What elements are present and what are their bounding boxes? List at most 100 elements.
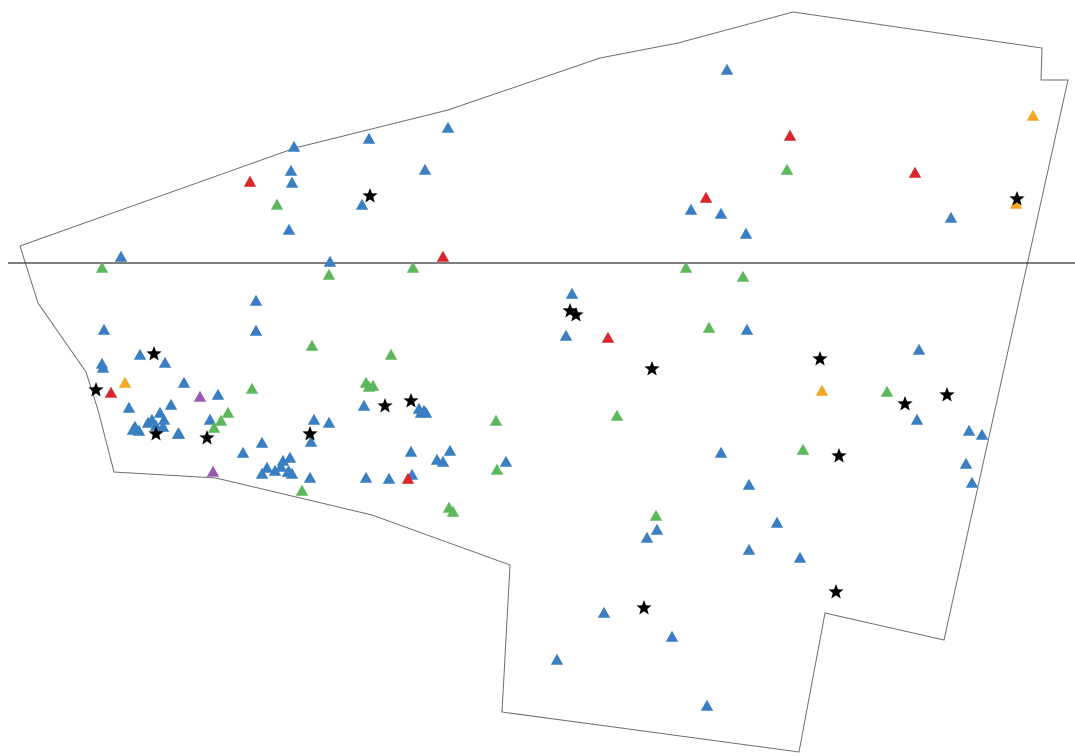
- star-marker: [939, 387, 955, 402]
- red-triangle-marker: [401, 472, 415, 484]
- green-triangle-marker: [95, 261, 109, 273]
- blue-triangle-marker: [287, 140, 301, 152]
- blue-triangle-marker: [910, 413, 924, 425]
- blue-triangle-marker: [303, 471, 317, 483]
- star-marker: [88, 382, 104, 397]
- blue-triangle-marker: [965, 476, 979, 488]
- blue-triangle-marker: [443, 444, 457, 456]
- blue-triangle-marker: [739, 227, 753, 239]
- blue-triangle-marker: [323, 255, 337, 267]
- blue-triangle-marker: [770, 516, 784, 528]
- blue-triangle-marker: [640, 531, 654, 543]
- green-triangle-marker: [490, 463, 504, 475]
- blue-triangle-marker: [959, 457, 973, 469]
- green-triangle-marker: [702, 321, 716, 333]
- purple-triangle-marker: [193, 390, 207, 402]
- green-triangle-marker: [305, 339, 319, 351]
- orange-triangle-marker: [1009, 197, 1023, 209]
- blue-triangle-marker: [284, 164, 298, 176]
- green-triangle-marker: [679, 261, 693, 273]
- blue-triangle-marker: [282, 223, 296, 235]
- blue-triangle-marker: [153, 406, 167, 418]
- blue-triangle-marker: [255, 436, 269, 448]
- star-marker: [146, 346, 162, 361]
- blue-triangle-marker: [565, 287, 579, 299]
- blue-triangle-marker: [720, 63, 734, 75]
- blue-triangle-marker: [282, 465, 296, 477]
- green-triangle-marker: [610, 409, 624, 421]
- blue-triangle-marker: [236, 446, 250, 458]
- blue-triangle-marker: [382, 472, 396, 484]
- star-marker: [199, 430, 215, 445]
- blue-triangle-marker: [249, 324, 263, 336]
- green-triangle-marker: [780, 163, 794, 175]
- star-marker: [362, 188, 378, 203]
- star-marker: [377, 398, 393, 413]
- blue-triangle-marker: [441, 121, 455, 133]
- blue-triangle-marker: [404, 445, 418, 457]
- blue-triangle-marker: [322, 416, 336, 428]
- green-triangle-marker: [446, 505, 460, 517]
- blue-triangle-marker: [912, 343, 926, 355]
- blue-triangle-marker: [274, 460, 288, 472]
- blue-triangle-marker: [171, 427, 185, 439]
- star-marker: [636, 600, 652, 615]
- blue-triangle-marker: [359, 471, 373, 483]
- star-marker: [828, 584, 844, 599]
- blue-triangle-marker: [255, 467, 269, 479]
- blue-triangle-marker: [742, 543, 756, 555]
- green-triangle-marker: [384, 348, 398, 360]
- green-triangle-marker: [796, 443, 810, 455]
- blue-triangle-marker: [141, 416, 155, 428]
- blue-triangle-marker: [975, 428, 989, 440]
- blue-triangle-marker: [304, 435, 318, 447]
- green-triangle-marker: [406, 261, 420, 273]
- blue-triangle-marker: [96, 361, 110, 373]
- green-triangle-marker: [245, 382, 259, 394]
- blue-triangle-marker: [158, 356, 172, 368]
- blue-triangle-marker: [268, 464, 282, 476]
- blue-triangle-marker: [559, 329, 573, 341]
- green-triangle-marker: [489, 414, 503, 426]
- blue-triangle-marker: [97, 323, 111, 335]
- blue-triangle-marker: [355, 198, 369, 210]
- green-triangle-marker: [207, 421, 221, 433]
- blue-triangle-marker: [550, 653, 564, 665]
- star-marker: [148, 426, 164, 441]
- blue-triangle-marker: [714, 207, 728, 219]
- red-triangle-marker: [104, 386, 118, 398]
- green-triangle-marker: [221, 406, 235, 418]
- blue-triangle-marker: [132, 424, 146, 436]
- blue-triangle-marker: [133, 348, 147, 360]
- green-triangle-marker: [322, 268, 336, 280]
- blue-triangle-marker: [793, 551, 807, 563]
- blue-triangle-marker: [499, 455, 513, 467]
- orange-triangle-marker: [815, 384, 829, 396]
- red-triangle-marker: [601, 331, 615, 343]
- blue-triangle-marker: [307, 413, 321, 425]
- blue-triangle-marker: [114, 250, 128, 262]
- green-triangle-marker: [649, 509, 663, 521]
- star-marker: [302, 426, 318, 441]
- blue-triangle-marker: [211, 388, 225, 400]
- blue-triangle-marker: [203, 413, 217, 425]
- blue-triangle-marker: [684, 203, 698, 215]
- blue-triangle-marker: [597, 606, 611, 618]
- blue-triangle-marker: [357, 399, 371, 411]
- star-marker: [568, 307, 584, 322]
- blue-triangle-marker: [665, 630, 679, 642]
- blue-triangle-marker: [650, 523, 664, 535]
- star-marker: [812, 351, 828, 366]
- star-marker: [644, 361, 660, 376]
- blue-triangle-marker: [740, 323, 754, 335]
- star-marker: [897, 396, 913, 411]
- red-triangle-marker: [436, 250, 450, 262]
- blue-triangle-marker: [962, 424, 976, 436]
- green-triangle-marker: [295, 484, 309, 496]
- blue-triangle-marker: [177, 376, 191, 388]
- green-triangle-marker: [736, 270, 750, 282]
- blue-triangle-marker: [430, 453, 444, 465]
- star-marker: [831, 448, 847, 463]
